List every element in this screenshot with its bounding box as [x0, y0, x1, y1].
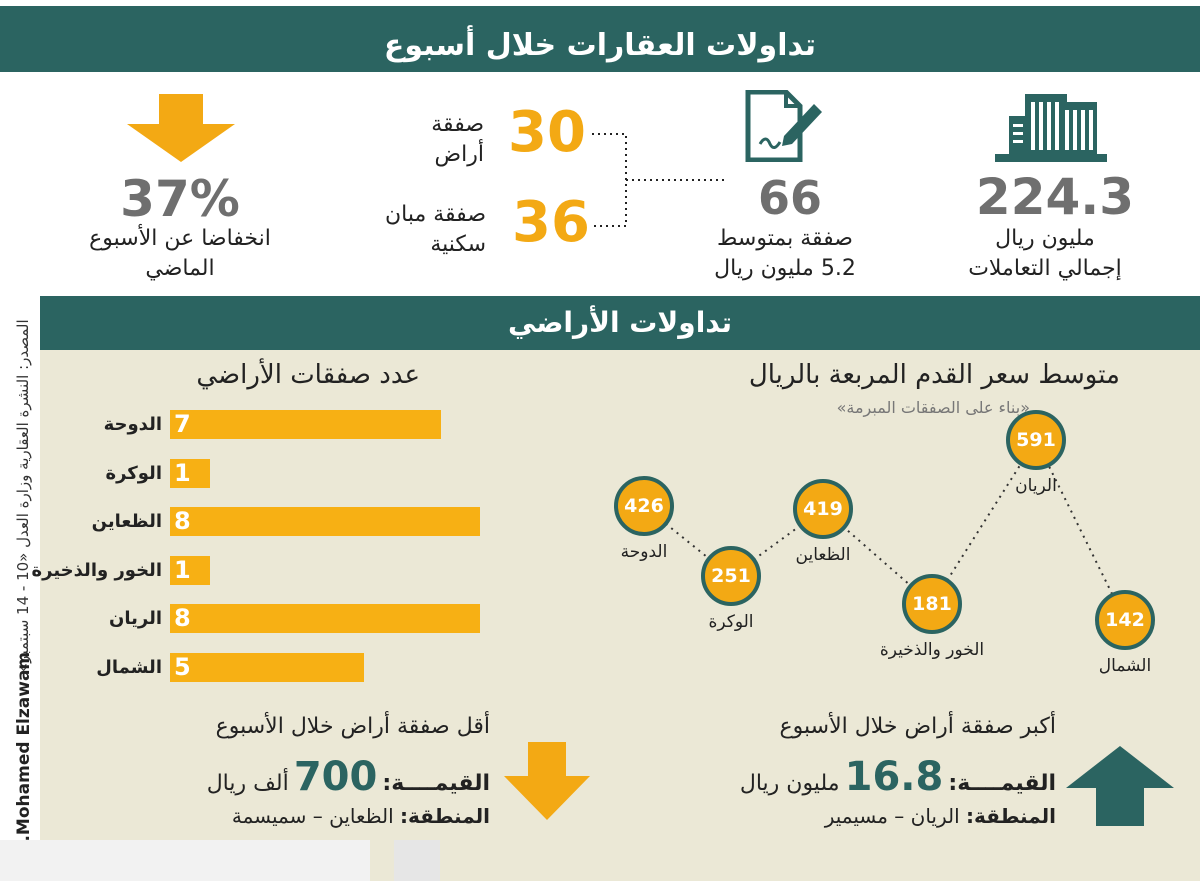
price-chart-title: متوسط سعر القدم المربعة بالريال	[748, 360, 1120, 390]
decline-value: 37%	[120, 170, 240, 228]
land-line1: صفقة	[431, 112, 484, 137]
decline-line1: انخفاضا عن الأسبوع	[89, 226, 271, 251]
bar-value: 7	[174, 410, 191, 438]
smallest-area: الظعاين – سميسمة	[231, 804, 394, 828]
deals-line1: صفقة بمتوسط	[717, 226, 853, 251]
bar: 7	[170, 410, 442, 439]
smallest-value-label: القيمــــة:	[382, 771, 490, 796]
footer-block	[394, 840, 440, 881]
bar-value: 5	[174, 652, 191, 681]
biggest-deal-title: أكبر صفقة أراض خلال الأسبوع	[779, 714, 1056, 739]
sidebar: المصدر: النشرة العقارية وزارة العدل «10 …	[0, 72, 40, 881]
bar-label: الظعاين	[91, 511, 162, 532]
biggest-area-label: المنطقة:	[966, 804, 1056, 828]
biggest-value-label: القيمــــة:	[948, 771, 1056, 796]
housing-line1: صفقة مبان	[384, 202, 486, 227]
smallest-value-unit: ألف ريال	[206, 771, 289, 796]
price-point-label: الوكرة	[708, 612, 754, 633]
bracket-connector	[592, 133, 726, 227]
bar: 8	[170, 604, 480, 633]
page-title: تداولات العقارات خلال أسبوع	[0, 0, 1200, 72]
total-unit: مليون ريال	[995, 226, 1095, 251]
up-arrow-icon	[1066, 746, 1174, 826]
price-chart-subtitle: «بناء على الصفقات المبرمة»	[836, 398, 1030, 417]
bar-label: الخور والذخيرة	[31, 559, 162, 581]
bar-value: 8	[174, 604, 191, 632]
biggest-deal-value-row: القيمــــة: 16.8 مليون ريال	[720, 754, 1056, 800]
price-point-label: الدوحة	[620, 542, 668, 563]
bar-label: الوكرة	[105, 462, 162, 484]
bar-value: 1	[174, 458, 191, 487]
land-panel: متوسط سعر القدم المربعة بالريال «بناء عل…	[0, 350, 1200, 881]
bar: 5	[170, 652, 364, 682]
land-line2: أراض	[434, 142, 484, 167]
bar-label: الريان	[108, 608, 162, 629]
price-point: 251	[701, 546, 761, 607]
stats-panel: 224.3 مليون ريال إجمالي التعاملات 66 صفق…	[40, 72, 1200, 296]
bar: 1	[170, 555, 210, 585]
price-point: 181	[902, 574, 962, 635]
price-point-label: الشمال	[1098, 656, 1152, 676]
bar-label: الدوحة	[103, 414, 162, 435]
price-point-label: الريان	[1015, 476, 1057, 496]
buildings-icon	[995, 94, 1107, 162]
contract-icon	[745, 90, 822, 162]
land-deals-value: 30	[508, 100, 586, 165]
housing-deals-value: 36	[512, 190, 590, 255]
bar: 1	[170, 458, 210, 488]
section-title: تداولات الأراضي	[40, 296, 1200, 350]
price-point-label: الظعاين	[795, 544, 851, 565]
biggest-deal-area-row: المنطقة: الريان – مسيمير	[730, 804, 1056, 828]
biggest-value-unit: مليون ريال	[739, 771, 840, 796]
bar-value: 1	[174, 555, 191, 584]
author-credit: By.Mohamed Elzawam	[14, 651, 34, 864]
down-arrow-small-icon	[504, 742, 590, 820]
biggest-value: 16.8	[844, 754, 944, 800]
deals-line2: 5.2 مليون ريال	[714, 256, 856, 281]
price-point: 591	[1006, 410, 1066, 470]
bar-value: 8	[174, 507, 191, 535]
footer-block	[0, 840, 370, 881]
bar-label: الشمال	[96, 656, 162, 678]
bar: 8	[170, 507, 480, 536]
deals-value: 66	[757, 171, 822, 225]
smallest-deal-area-row: المنطقة: الظعاين – سميسمة	[150, 804, 490, 828]
biggest-area: الريان – مسيمير	[824, 804, 960, 828]
smallest-deal-value-row: القيمــــة: 700 ألف ريال	[150, 754, 490, 800]
total-label: إجمالي التعاملات	[968, 256, 1122, 281]
smallest-area-label: المنطقة:	[400, 804, 490, 828]
price-point-label: الخور والذخيرة	[879, 640, 985, 661]
smallest-deal-title: أقل صفقة أراض خلال الأسبوع	[215, 714, 490, 739]
housing-line2: سكنية	[430, 232, 486, 257]
bar-chart-title: عدد صفقات الأراضي	[196, 360, 420, 390]
price-point: 426	[614, 476, 674, 537]
decline-line2: الماضي	[145, 256, 215, 281]
total-value: 224.3	[975, 168, 1135, 226]
smallest-value: 700	[293, 754, 378, 800]
down-arrow-icon	[127, 94, 235, 162]
price-point: 419	[793, 478, 853, 539]
price-point: 142	[1095, 590, 1155, 650]
